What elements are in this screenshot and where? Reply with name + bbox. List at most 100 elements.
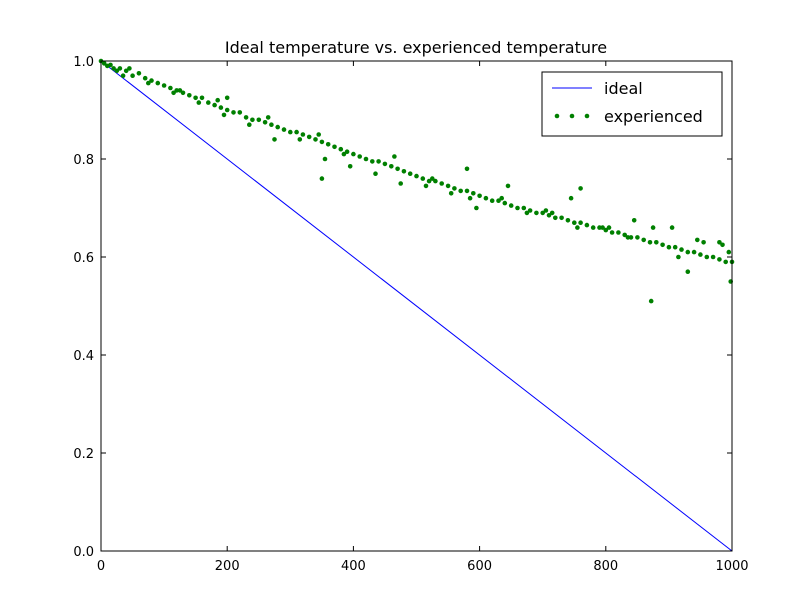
data-point-experienced: [464, 166, 470, 172]
data-point-experienced: [549, 210, 555, 216]
data-point-experienced: [527, 208, 533, 213]
data-point-experienced: [650, 225, 656, 230]
data-point-experienced: [306, 134, 312, 140]
x-tick-label: 1000: [715, 559, 748, 574]
data-point-experienced: [477, 193, 482, 199]
data-point-experienced: [168, 85, 173, 91]
data-point-experienced: [496, 198, 501, 203]
data-point-experienced: [698, 252, 703, 257]
data-point-experienced: [347, 164, 353, 169]
plot-frame: [100, 60, 733, 552]
data-point-experienced: [600, 225, 605, 230]
data-point-experienced: [499, 195, 505, 201]
data-point-experienced: [568, 195, 574, 201]
data-point-experienced: [445, 183, 451, 189]
data-point-experienced: [448, 191, 454, 196]
data-point-experienced: [161, 83, 167, 88]
legend-experienced-marker: [554, 113, 560, 119]
x-tick-label: 400: [341, 559, 366, 574]
data-point-experienced: [467, 195, 473, 201]
y-tick-label: 0.2: [73, 447, 94, 462]
data-point-experienced: [224, 107, 230, 113]
data-point-experienced: [171, 90, 176, 96]
data-point-experienced: [123, 68, 129, 74]
data-point-experienced: [187, 93, 192, 98]
data-point-experienced: [373, 171, 378, 176]
y-tick-label: 0.8: [73, 153, 94, 168]
data-point-experienced: [578, 186, 583, 191]
legend-label-experienced: experienced: [604, 107, 703, 126]
data-point-experienced: [218, 105, 224, 110]
data-point-experienced: [505, 183, 511, 189]
data-point-experienced: [288, 129, 293, 135]
data-point-experienced: [502, 200, 508, 206]
data-point-experienced: [108, 62, 113, 68]
data-point-experienced: [117, 66, 123, 71]
data-point-experienced: [243, 115, 249, 120]
data-point-experienced: [199, 95, 205, 101]
data-point-experienced: [695, 237, 700, 243]
data-point-experienced: [631, 218, 637, 223]
data-point-experienced: [433, 178, 438, 184]
chart-title: Ideal temperature vs. experienced temper…: [225, 38, 607, 57]
data-point-experienced: [672, 244, 678, 250]
data-point-experienced: [398, 181, 404, 186]
legend-experienced-marker: [569, 113, 575, 119]
data-point-experienced: [691, 249, 697, 255]
data-point-experienced: [474, 205, 479, 211]
data-point-experienced: [256, 117, 262, 123]
data-point-experienced: [648, 298, 654, 304]
data-point-experienced: [363, 156, 369, 162]
data-point-experienced: [275, 124, 281, 130]
data-point-experienced: [540, 210, 545, 216]
data-point-experienced: [376, 159, 381, 164]
data-point-experienced: [647, 240, 653, 245]
data-point-experienced: [430, 176, 435, 181]
data-point-experienced: [543, 208, 549, 213]
data-point-experienced: [676, 254, 681, 260]
data-point-experienced: [389, 164, 394, 169]
data-point-experienced: [136, 71, 142, 76]
legend: ideal experienced: [541, 71, 723, 137]
data-point-experienced: [720, 242, 725, 248]
data-point-experienced: [489, 198, 495, 203]
data-point-experienced: [177, 88, 183, 93]
data-point-experienced: [669, 225, 675, 230]
data-point-experienced: [616, 230, 621, 235]
data-point-experienced: [247, 122, 252, 127]
data-point-experienced: [654, 240, 659, 245]
data-point-experienced: [174, 88, 179, 93]
data-point-experienced: [717, 240, 722, 245]
data-point-experienced: [319, 139, 325, 145]
data-point-experienced: [426, 178, 432, 184]
data-point-experienced: [666, 244, 672, 250]
data-point-experienced: [717, 257, 722, 262]
data-point-experienced: [622, 232, 627, 238]
data-point-experienced: [635, 235, 640, 240]
data-point-experienced: [464, 188, 470, 194]
x-axis: 0 200 400 600 800 1000: [97, 61, 749, 574]
data-point-experienced: [606, 225, 612, 230]
data-point-experienced: [221, 112, 227, 118]
data-point-experienced: [316, 132, 322, 137]
data-point-experienced: [679, 247, 684, 252]
x-tick-label: 800: [593, 559, 618, 574]
data-point-experienced: [146, 80, 151, 86]
data-point-experienced: [524, 210, 530, 216]
data-point-experienced: [584, 222, 590, 228]
y-axis: 0.0 0.2 0.4 0.6 0.8 1.0: [73, 55, 732, 560]
data-point-experienced: [565, 218, 571, 223]
data-point-experienced: [149, 78, 154, 83]
data-point-experienced: [237, 110, 243, 115]
data-point-experienced: [609, 230, 615, 235]
data-point-experienced: [483, 195, 489, 201]
data-point-experienced: [534, 210, 539, 216]
data-point-experienced: [281, 127, 287, 132]
data-point-experienced: [142, 75, 148, 81]
data-point-experienced: [414, 173, 419, 179]
data-point-experienced: [332, 144, 337, 150]
data-point-experienced: [590, 225, 596, 230]
legend-experienced-marker: [584, 113, 590, 119]
data-point-experienced: [120, 73, 126, 78]
